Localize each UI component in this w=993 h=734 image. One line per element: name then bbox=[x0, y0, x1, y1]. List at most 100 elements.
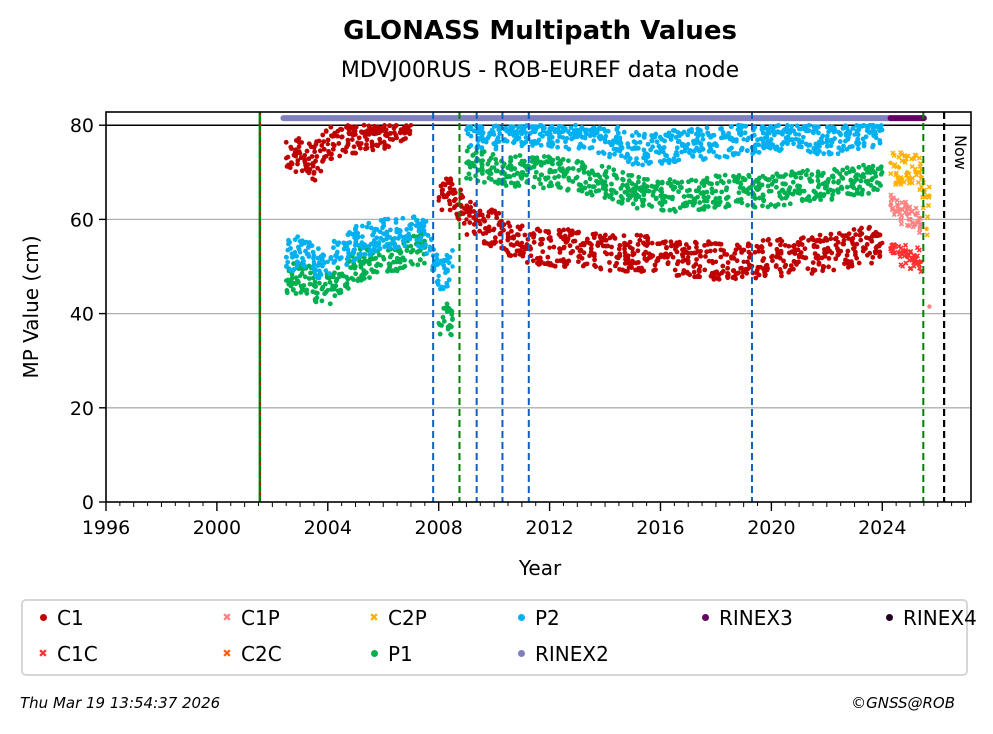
data-point bbox=[731, 173, 736, 179]
data-point bbox=[637, 139, 643, 145]
data-point bbox=[319, 143, 325, 148]
data-point bbox=[625, 185, 631, 191]
data-point bbox=[542, 160, 547, 166]
data-point bbox=[760, 139, 766, 145]
data-point bbox=[328, 124, 334, 130]
data-point bbox=[837, 139, 843, 144]
data-point bbox=[888, 196, 895, 202]
data-point bbox=[873, 233, 879, 239]
data-point bbox=[849, 183, 854, 189]
data-point bbox=[486, 170, 492, 176]
data-point bbox=[917, 169, 923, 175]
data-point bbox=[291, 152, 297, 158]
data-point bbox=[341, 246, 347, 252]
data-point bbox=[673, 209, 678, 214]
dot-marker-icon bbox=[515, 612, 527, 624]
data-point bbox=[491, 132, 497, 137]
data-point bbox=[603, 187, 609, 193]
data-point bbox=[859, 225, 864, 231]
data-point bbox=[366, 131, 372, 137]
data-point bbox=[297, 151, 303, 156]
data-point bbox=[831, 179, 837, 185]
data-point bbox=[607, 154, 612, 160]
data-point bbox=[781, 128, 786, 134]
data-point bbox=[852, 132, 857, 137]
data-point bbox=[679, 141, 685, 147]
data-point bbox=[686, 254, 691, 260]
data-point bbox=[465, 131, 471, 137]
data-point bbox=[461, 211, 466, 216]
data-point bbox=[841, 237, 847, 243]
data-point bbox=[865, 125, 871, 131]
data-point bbox=[809, 270, 815, 276]
data-point bbox=[449, 181, 455, 187]
data-point bbox=[344, 262, 350, 268]
data-point bbox=[830, 173, 836, 179]
data-point bbox=[423, 242, 428, 247]
data-point bbox=[693, 178, 699, 184]
data-point bbox=[745, 259, 750, 265]
data-point bbox=[826, 256, 832, 261]
data-point bbox=[873, 229, 879, 235]
data-point bbox=[566, 177, 572, 183]
data-point bbox=[908, 248, 914, 254]
data-point bbox=[700, 146, 706, 152]
data-point bbox=[676, 138, 682, 144]
data-point bbox=[738, 147, 744, 153]
data-point bbox=[450, 188, 455, 194]
data-point bbox=[614, 175, 620, 181]
data-point bbox=[763, 142, 769, 148]
data-point bbox=[447, 207, 453, 213]
data-point bbox=[384, 229, 390, 235]
legend-label: C1 bbox=[57, 606, 84, 630]
data-point bbox=[415, 243, 421, 249]
data-point bbox=[351, 247, 357, 253]
data-point bbox=[397, 250, 403, 256]
data-point bbox=[743, 266, 749, 272]
data-point bbox=[520, 253, 526, 259]
data-point bbox=[741, 247, 747, 253]
data-point bbox=[691, 148, 697, 154]
data-point bbox=[589, 242, 594, 248]
data-point bbox=[513, 154, 518, 160]
data-point bbox=[641, 147, 647, 153]
data-point bbox=[449, 309, 455, 314]
data-point bbox=[847, 144, 853, 150]
data-point bbox=[284, 254, 289, 260]
data-point bbox=[290, 268, 296, 274]
data-point bbox=[304, 287, 310, 293]
data-point bbox=[803, 172, 809, 178]
data-point bbox=[549, 134, 555, 140]
data-point bbox=[812, 251, 818, 257]
data-point bbox=[842, 261, 847, 267]
data-point bbox=[551, 126, 557, 132]
data-point bbox=[494, 215, 500, 221]
data-point bbox=[620, 177, 626, 183]
data-point bbox=[713, 259, 719, 264]
data-point bbox=[621, 129, 627, 135]
data-point bbox=[672, 267, 678, 273]
data-point bbox=[878, 183, 883, 188]
data-point bbox=[761, 197, 766, 203]
data-point bbox=[387, 130, 393, 136]
data-point bbox=[480, 136, 486, 142]
data-point bbox=[295, 158, 301, 163]
data-point bbox=[488, 177, 494, 182]
data-point bbox=[531, 125, 537, 131]
data-point bbox=[417, 237, 423, 243]
data-point bbox=[711, 132, 717, 138]
data-point bbox=[744, 137, 750, 143]
data-point bbox=[633, 140, 639, 146]
data-point bbox=[391, 259, 396, 265]
data-point bbox=[558, 161, 563, 166]
x-tick-label: 2024 bbox=[858, 517, 906, 539]
data-point bbox=[616, 246, 622, 252]
data-point bbox=[713, 203, 719, 208]
data-point bbox=[700, 157, 706, 162]
data-point bbox=[479, 162, 485, 168]
legend-item-c2c: ✖ C2C bbox=[221, 641, 281, 667]
data-point bbox=[460, 194, 466, 200]
data-point bbox=[917, 265, 923, 271]
data-point bbox=[302, 274, 308, 280]
data-point bbox=[859, 231, 865, 237]
